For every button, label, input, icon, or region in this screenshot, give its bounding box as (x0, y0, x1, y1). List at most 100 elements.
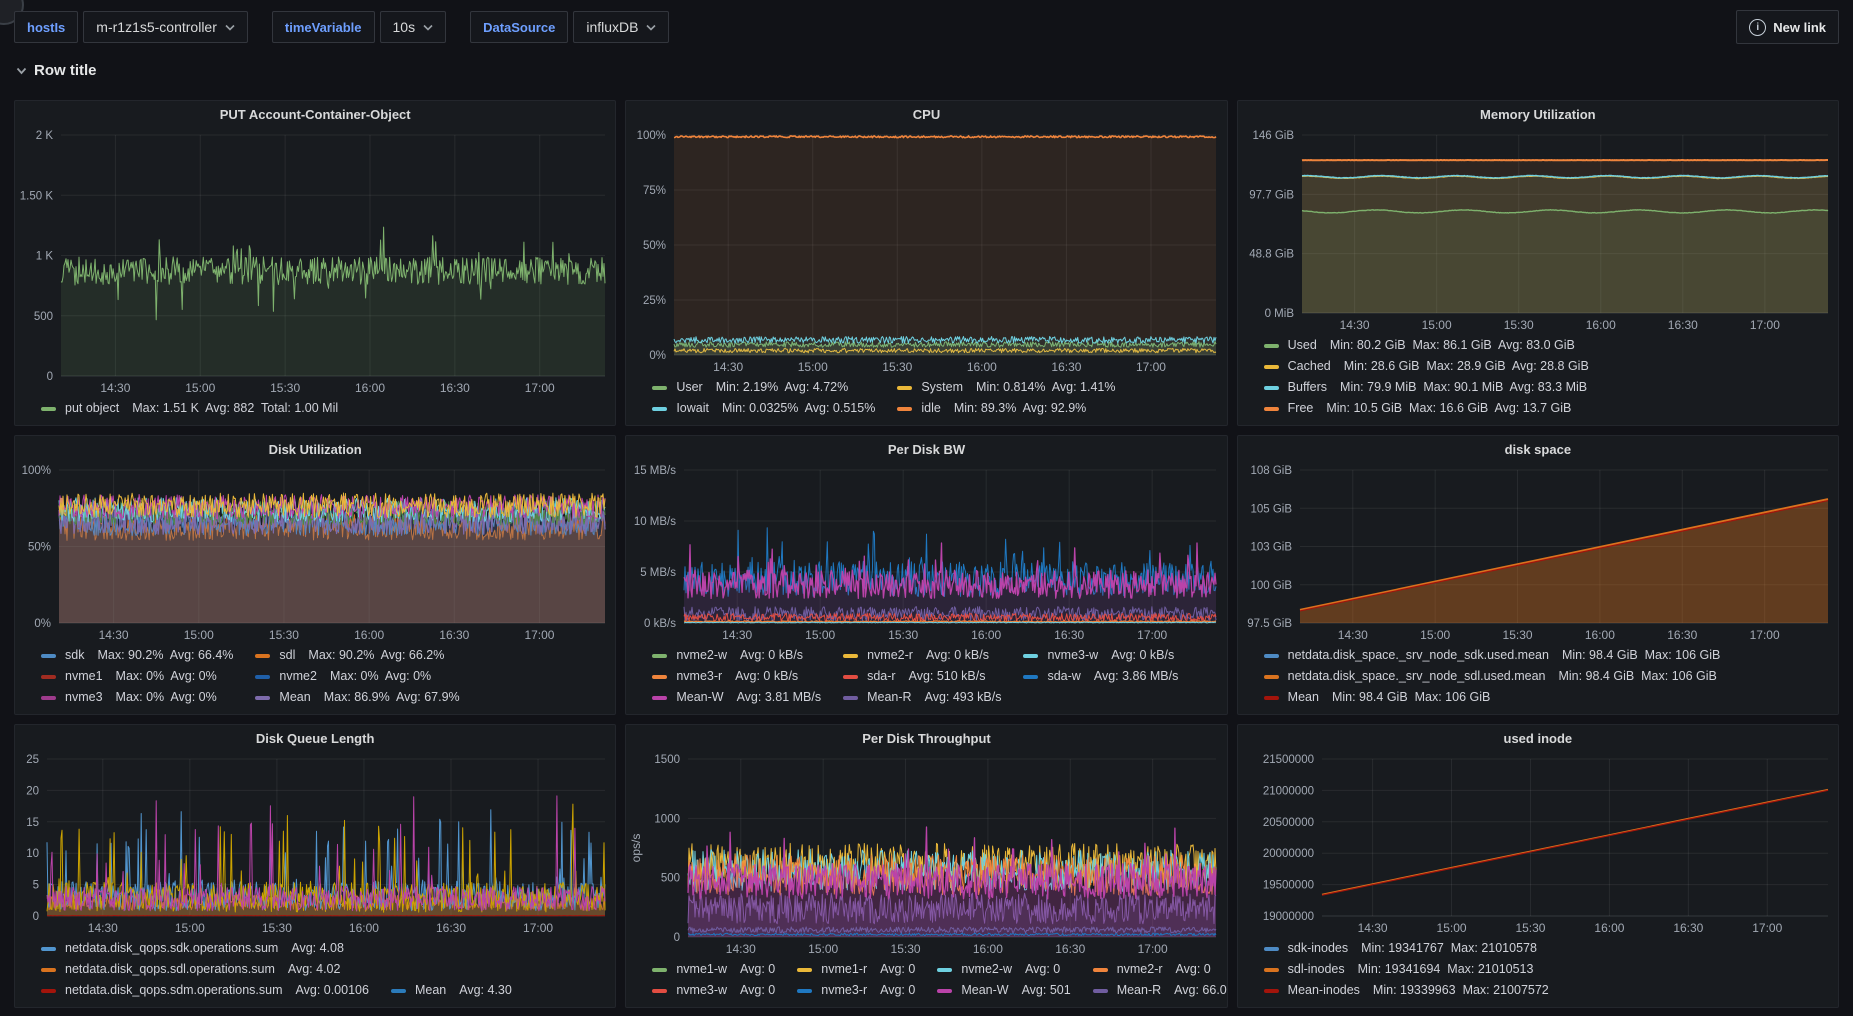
chart-canvas[interactable]: 0% 50% 100% 14:30 15:00 15:30 16:00 16:30 17:00 (15, 462, 615, 645)
svg-text:25: 25 (26, 754, 39, 766)
legend-swatch (652, 695, 668, 700)
svg-text:16:30: 16:30 (1054, 628, 1084, 642)
legend-item[interactable]: Mean-W Avg: 501 (937, 983, 1071, 998)
svg-text:97.7 GiB: 97.7 GiB (1249, 189, 1294, 201)
panel-title[interactable]: used inode (1503, 730, 1573, 746)
svg-text:500: 500 (661, 873, 680, 885)
legend-item[interactable]: Mean Min: 98.4 GiB Max: 106 GiB (1263, 690, 1721, 705)
legend-item[interactable]: Free Min: 10.5 GiB Max: 16.6 GiB Avg: 13.… (1263, 401, 1589, 416)
new-link-button[interactable]: i New link (1736, 10, 1839, 44)
legend-swatch (41, 674, 56, 679)
legend-item[interactable]: Buffers Min: 79.9 MiB Max: 90.1 MiB Avg: … (1263, 380, 1589, 395)
legend-swatch (1092, 967, 1108, 972)
legend-item[interactable]: nvme3-w Avg: 0 kB/s (1023, 648, 1178, 663)
svg-text:15: 15 (26, 817, 39, 829)
legend-item[interactable]: put object Max: 1.51 K Avg: 882 Total: 1.… (41, 401, 338, 416)
dashboard-submenu: hostIs m-r1z1s5-controller timeVariable … (14, 9, 1839, 45)
legend-series-name: nvme3-w (1047, 648, 1099, 662)
legend-item[interactable]: nvme2-r Avg: 0 (1092, 962, 1227, 977)
legend-series-stats: Avg: 0 kB/s (925, 648, 989, 662)
legend-series-stats: Avg: 0 (740, 983, 776, 997)
legend-series-stats: Avg: 501 (1021, 983, 1071, 997)
legend-swatch (797, 988, 813, 993)
legend-item[interactable]: nvme3 Max: 0% Avg: 0% (41, 690, 233, 705)
legend-series-name: Mean-R (867, 690, 912, 704)
legend-series-stats: Min: 28.6 GiB Max: 28.9 GiB Avg: 28.8 Gi… (1343, 359, 1589, 373)
chart-canvas[interactable]: 97.5 GiB 100 GiB 103 GiB 105 GiB 108 GiB 14:3… (1238, 462, 1838, 645)
svg-text:5: 5 (33, 880, 39, 892)
panel-title[interactable]: Memory Utilization (1480, 106, 1596, 122)
legend-item[interactable]: nvme3-r Avg: 0 kB/s (652, 669, 821, 684)
legend-item[interactable]: nvme2 Max: 0% Avg: 0% (255, 669, 459, 684)
chart-canvas[interactable]: 0% 25% 50% 75% 100% 14:30 15:00 15:30 16:00 16:30… (626, 127, 1226, 377)
svg-text:17:00: 17:00 (1138, 942, 1168, 956)
legend-item[interactable]: nvme2-r Avg: 0 kB/s (843, 648, 1001, 663)
legend-item[interactable]: Used Min: 80.2 GiB Max: 86.1 GiB Avg: 83.… (1263, 338, 1589, 353)
legend-item[interactable]: sdk Max: 90.2% Avg: 66.4% (41, 648, 233, 663)
legend-item[interactable]: nvme3-w Avg: 0 (652, 983, 775, 998)
legend-item[interactable]: sdk-inodes Min: 19341767 Max: 21010578 (1263, 941, 1549, 956)
legend-item[interactable]: sda-w Avg: 3.86 MB/s (1023, 669, 1178, 684)
legend-item[interactable]: netdata.disk_space._srv_node_sdl.used.me… (1263, 669, 1721, 684)
legend-item[interactable]: sdl Max: 90.2% Avg: 66.2% (255, 648, 459, 663)
legend-item[interactable]: Mean-R Avg: 493 kB/s (843, 690, 1001, 705)
panel-title[interactable]: Per Disk Throughput (862, 730, 991, 746)
legend-item[interactable]: Cached Min: 28.6 GiB Max: 28.9 GiB Avg: 2… (1263, 359, 1589, 374)
panel-title[interactable]: PUT Account-Container-Object (219, 106, 411, 122)
chart-canvas[interactable]: 0 MiB 48.8 GiB 97.7 GiB 146 GiB 14:30 15:00 15… (1238, 127, 1838, 335)
legend-item[interactable]: netdata.disk_qops.sdl.operations.sum Avg:… (41, 962, 512, 977)
legend-item[interactable]: Mean Max: 86.9% Avg: 67.9% (255, 690, 460, 705)
legend-item[interactable]: nvme1-r Avg: 0 (797, 962, 915, 977)
legend-item[interactable]: User Min: 2.19% Avg: 4.72% (652, 380, 875, 395)
variable-value-datasource-dropdown[interactable]: influxDB (573, 11, 670, 43)
panel-title[interactable]: Disk Queue Length (255, 730, 375, 746)
legend-swatch (255, 674, 271, 679)
chart-canvas[interactable]: 0 500 1000 1500 14:30 15:00 15:30 16:00 16:30 17:… (626, 751, 1226, 959)
legend-item[interactable]: Mean Avg: 4.30 (390, 983, 512, 998)
legend-item[interactable]: netdata.disk_qops.sdm.operations.sum Avg:… (41, 983, 369, 998)
panel-title[interactable]: Disk Utilization (268, 441, 362, 457)
legend-item[interactable]: Mean-W Avg: 3.81 MB/s (652, 690, 821, 705)
legend-swatch (41, 967, 56, 972)
chart-canvas[interactable]: 19000000 19500000 20000000 20500000 21000000… (1238, 751, 1838, 938)
legend-item[interactable]: netdata.disk_space._srv_node_sdk.used.me… (1263, 648, 1720, 663)
panel-title[interactable]: CPU (912, 106, 941, 122)
svg-text:0: 0 (47, 371, 53, 383)
legend-item[interactable]: nvme3-r Avg: 0 (797, 983, 915, 998)
variable-value-hostis-dropdown[interactable]: m-r1z1s5-controller (83, 11, 248, 43)
chart-canvas[interactable]: 0 5 10 15 20 25 14:30 15:00 15:30 16:00 16:30 17:00 (15, 751, 615, 938)
svg-text:15:00: 15:00 (806, 628, 836, 642)
svg-text:1500: 1500 (655, 754, 681, 766)
legend-swatch (41, 988, 56, 993)
legend-series-stats: Avg: 0 (1025, 962, 1061, 976)
legend-swatch (1263, 695, 1279, 700)
legend-item[interactable]: sdl-inodes Min: 19341694 Max: 21010513 (1263, 962, 1549, 977)
legend-swatch (41, 695, 56, 700)
legend-item[interactable]: Mean-R Avg: 66.0 (1092, 983, 1227, 998)
legend-swatch (1263, 406, 1279, 411)
chart-canvas[interactable]: 0 500 1 K 1.50 K 2 K 14:30 15:00 15:30 16:00 16:3… (15, 127, 615, 398)
legend-item[interactable]: nvme2-w Avg: 0 (937, 962, 1070, 977)
legend-series-name: Mean (1287, 690, 1319, 704)
legend-item[interactable]: sda-r Avg: 510 kB/s (843, 669, 1001, 684)
legend-item[interactable]: nvme2-w Avg: 0 kB/s (652, 648, 821, 663)
legend-item[interactable]: idle Min: 89.3% Avg: 92.9% (897, 401, 1115, 416)
legend-item[interactable]: nvme1-w Avg: 0 (652, 962, 775, 977)
chart-canvas[interactable]: 0 kB/s 5 MB/s 10 MB/s 15 MB/s 14:30 15:00 15:3… (626, 462, 1226, 645)
legend-item[interactable]: Mean-inodes Min: 19339963 Max: 21007572 (1263, 983, 1549, 998)
row-collapse-toggle[interactable]: Row title (16, 62, 97, 79)
legend-swatch (843, 695, 859, 700)
legend-swatch (1092, 988, 1108, 993)
legend-item[interactable]: nvme1 Max: 0% Avg: 0% (41, 669, 233, 684)
svg-text:14:30: 14:30 (99, 628, 129, 642)
svg-text:17:00: 17:00 (1136, 360, 1166, 374)
legend-item[interactable]: System Min: 0.814% Avg: 1.41% (897, 380, 1115, 395)
panel-title[interactable]: Per Disk BW (887, 441, 966, 457)
legend-series-stats: Min: 89.3% Avg: 92.9% (953, 401, 1087, 415)
legend-item[interactable]: netdata.disk_qops.sdk.operations.sum Avg:… (41, 941, 512, 956)
panel-title[interactable]: disk space (1504, 441, 1572, 457)
legend-series-name: nvme2-r (1116, 962, 1163, 976)
svg-text:17:00: 17:00 (524, 628, 554, 642)
legend-item[interactable]: Iowait Min: 0.0325% Avg: 0.515% (652, 401, 875, 416)
variable-value-timevariable-dropdown[interactable]: 10s (379, 11, 447, 43)
